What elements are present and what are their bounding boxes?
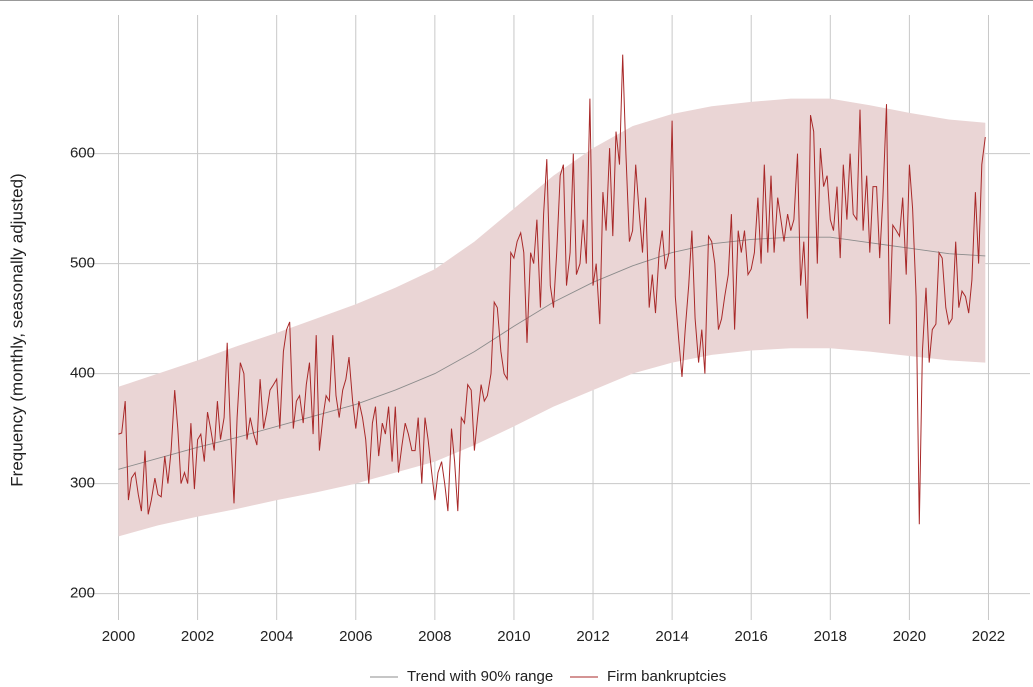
y-tick-label: 300 (70, 475, 95, 492)
x-tick-label: 2016 (735, 628, 768, 645)
y-tick-label: 600 (70, 145, 95, 162)
x-tick-label: 2014 (655, 628, 688, 645)
x-tick-label: 2004 (260, 628, 293, 645)
y-axis-title: Frequency (monthly, seasonally adjusted) (7, 173, 26, 486)
legend-label: Trend with 90% range (407, 668, 553, 685)
series-line (118, 54, 986, 525)
legend-label: Firm bankruptcies (607, 668, 726, 685)
x-tick-label: 2022 (972, 628, 1005, 645)
y-tick-label: 400 (70, 365, 95, 382)
x-tick-label: 2010 (497, 628, 530, 645)
x-tick-label: 2020 (893, 628, 926, 645)
x-tick-label: 2008 (418, 628, 451, 645)
y-tick-label: 500 (70, 255, 95, 272)
x-tick-label: 2018 (814, 628, 847, 645)
range-band (118, 98, 986, 537)
x-tick-label: 2006 (339, 628, 372, 645)
x-tick-label: 2002 (181, 628, 214, 645)
x-tick-label: 2000 (102, 628, 135, 645)
y-tick-label: 200 (70, 585, 95, 602)
x-tick-label: 2012 (576, 628, 609, 645)
